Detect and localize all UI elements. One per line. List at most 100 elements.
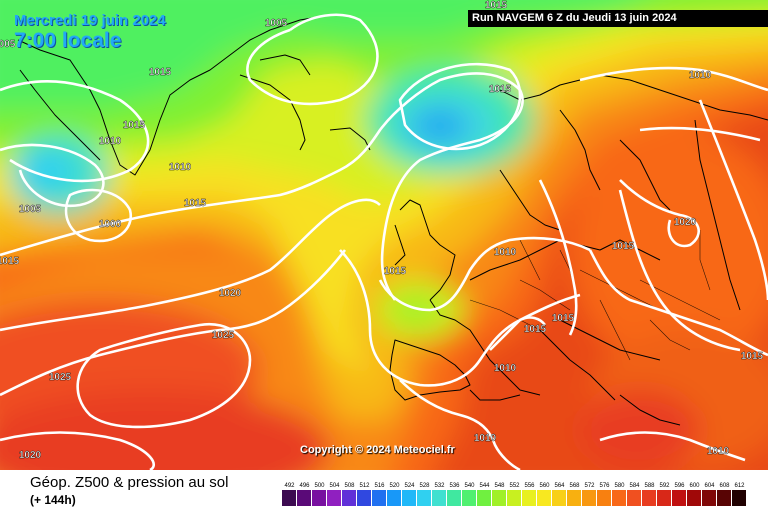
- scale-swatch: [312, 490, 326, 506]
- isobar-label: 1015: [524, 324, 547, 335]
- scale-swatch: [672, 490, 686, 506]
- isobar-label: 1010: [494, 247, 517, 258]
- valid-time: 7:00 locale: [14, 29, 122, 52]
- scale-tick-label: 588: [644, 483, 655, 489]
- scale-tick-label: 524: [404, 483, 415, 489]
- scale-swatch: [387, 490, 401, 506]
- run-info: Run NAVGEM 6 Z du Jeudi 13 juin 2024: [468, 10, 768, 27]
- scale-swatch: [597, 490, 611, 506]
- isobar-label: 1025: [212, 330, 235, 341]
- scale-tick-label: 552: [509, 483, 520, 489]
- scale-tick-label: 496: [299, 483, 310, 489]
- isobar-label: 1005: [19, 204, 42, 215]
- scale-swatch: [372, 490, 386, 506]
- scale-tick-label: 612: [734, 483, 745, 489]
- scale-swatch: [402, 490, 416, 506]
- isobar-label: 1020: [19, 450, 42, 461]
- scale-swatch: [732, 490, 746, 506]
- scale-tick-label: 600: [689, 483, 700, 489]
- scale-swatch: [537, 490, 551, 506]
- isobar-label: 1010: [494, 363, 517, 374]
- scale-swatch: [657, 490, 671, 506]
- scale-tick-label: 572: [584, 483, 595, 489]
- scale-tick-label: 564: [554, 483, 565, 489]
- isobar-label: 005: [0, 39, 16, 50]
- borders: [469, 230, 721, 361]
- scale-swatch: [417, 490, 431, 506]
- scale-swatch: [687, 490, 701, 506]
- scale-tick-label: 604: [704, 483, 715, 489]
- isobar-label: 1010: [707, 446, 730, 457]
- scale-swatch: [447, 490, 461, 506]
- scale-tick-label: 580: [614, 483, 625, 489]
- scale-tick-label: 556: [524, 483, 535, 489]
- isobar-label: 1020: [674, 217, 697, 228]
- scale-swatch: [432, 490, 446, 506]
- legend-subtitle: (+ 144h): [30, 493, 76, 507]
- isobar-label: 1005: [265, 18, 288, 29]
- weather-map: 1005 1015 005 1015 1015 1010 1015 1010 1010 1005 1…: [0, 0, 768, 470]
- scale-swatch: [522, 490, 536, 506]
- legend-title: Géop. Z500 & pression au sol: [30, 474, 229, 491]
- scale-tick-label: 504: [329, 483, 340, 489]
- scale-swatch: [552, 490, 566, 506]
- valid-date-title: Mercredi 19 juin 2024 7:00 locale: [14, 12, 166, 53]
- scale-swatch: [507, 490, 521, 506]
- scale-swatch: [627, 490, 641, 506]
- scale-swatch: [357, 490, 371, 506]
- scale-swatch: [327, 490, 341, 506]
- scale-tick-label: 608: [719, 483, 730, 489]
- color-scale: 492 496 500 504 508 512 516 520 524 528 532 536 540 5…: [282, 483, 746, 506]
- scale-swatch: [567, 490, 581, 506]
- scale-tick-label: 596: [674, 483, 685, 489]
- isobar-label: 1010: [99, 136, 122, 147]
- isobar-label: 1015: [123, 120, 146, 131]
- scale-swatch: [297, 490, 311, 506]
- isobar-labels: 1005101500510151015101010151010101010051…: [0, 0, 764, 461]
- scale-swatch: [462, 490, 476, 506]
- scale-tick-label: 568: [569, 483, 580, 489]
- isobar-label: 1015: [184, 198, 207, 209]
- isobar-label: 1000: [99, 219, 122, 230]
- scale-swatch: [342, 490, 356, 506]
- isobar-label: 1015: [741, 351, 764, 362]
- isobar-label: 1015: [0, 256, 20, 267]
- scale-tick-label: 592: [659, 483, 670, 489]
- isobar-label: 1015: [612, 241, 635, 252]
- isobar-lines: [0, 13, 768, 470]
- scale-tick-label: 532: [434, 483, 445, 489]
- scale-swatch: [477, 490, 491, 506]
- scale-tick-label: 560: [539, 483, 550, 489]
- isobar-label: 1015: [489, 84, 512, 95]
- scale-tick-label: 500: [314, 483, 325, 489]
- scale-tick-label: 540: [464, 483, 475, 489]
- scale-tick-label: 548: [494, 483, 505, 489]
- scale-tick-label: 576: [599, 483, 610, 489]
- isobar-label: 1015: [552, 313, 575, 324]
- scale-swatch: [702, 490, 716, 506]
- scale-swatch: [717, 490, 731, 506]
- scale-swatch: [492, 490, 506, 506]
- isobar-label: 1015: [485, 0, 508, 11]
- isobar-label: 1010: [169, 162, 192, 173]
- scale-tick-label: 492: [284, 483, 295, 489]
- isobar-label: 1015: [384, 266, 407, 277]
- scale-tick-label: 536: [449, 483, 460, 489]
- scale-tick-label: 508: [344, 483, 355, 489]
- isobar-label: 1025: [49, 372, 72, 383]
- scale-swatch: [642, 490, 656, 506]
- scale-swatch: [612, 490, 626, 506]
- scale-tick-label: 516: [374, 483, 385, 489]
- copyright: Copyright © 2024 Meteociel.fr: [300, 444, 455, 456]
- scale-tick-label: 584: [629, 483, 640, 489]
- isobar-label: 1010: [689, 70, 712, 81]
- scale-swatch: [582, 490, 596, 506]
- scale-tick-label: 512: [359, 483, 370, 489]
- scale-tick-label: 544: [479, 483, 490, 489]
- isobar-label: 1015: [149, 67, 172, 78]
- isobar-label: 1020: [219, 288, 242, 299]
- scale-tick-label: 528: [419, 483, 430, 489]
- scale-swatch: [282, 490, 296, 506]
- valid-date: Mercredi 19 juin 2024: [14, 12, 166, 29]
- coastlines: [17, 14, 768, 426]
